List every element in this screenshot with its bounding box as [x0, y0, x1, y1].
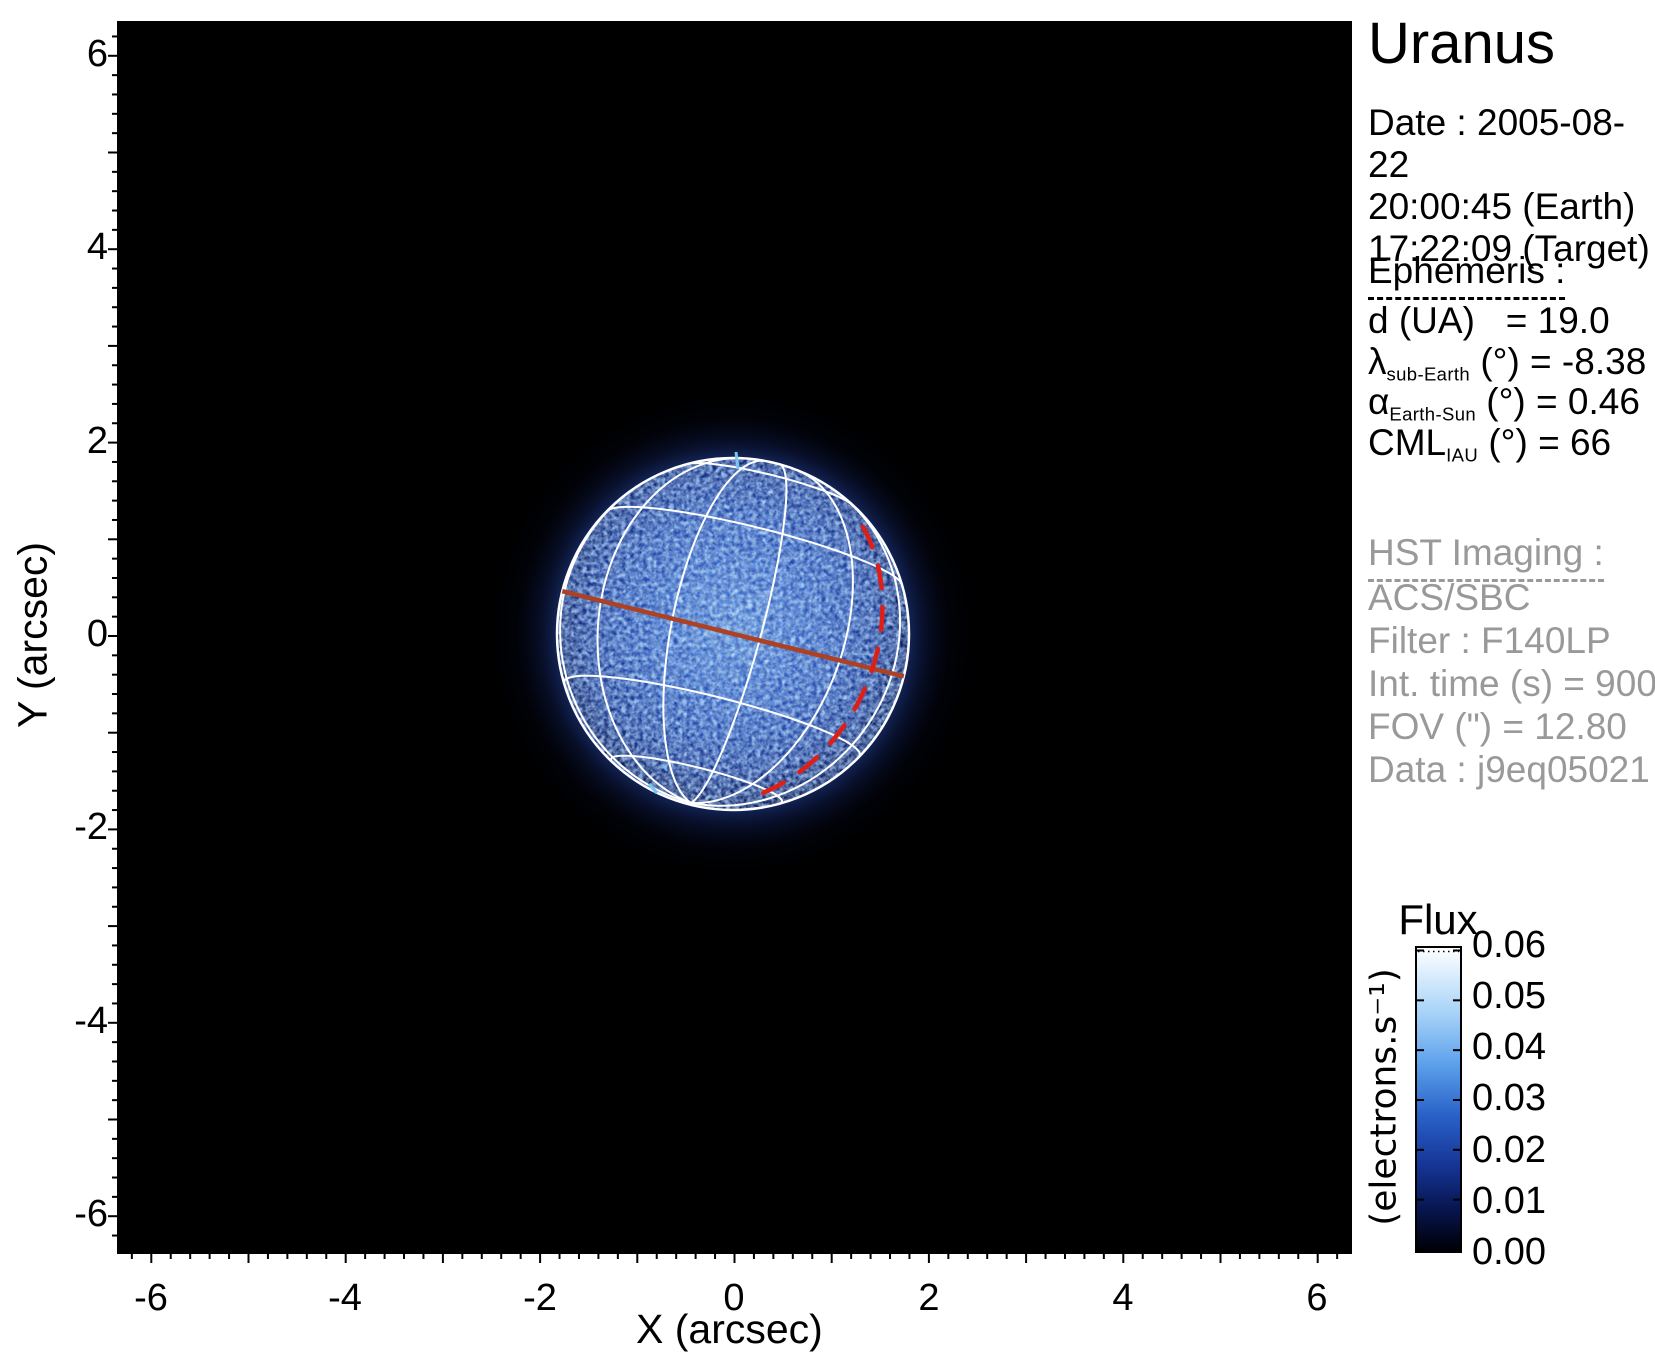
x-tick-label: 0: [723, 1277, 745, 1319]
hst-imaging-heading: HST Imaging :: [1368, 532, 1604, 582]
hst-filter: Filter : F140LP: [1368, 620, 1611, 661]
y-tick-label: 2: [86, 420, 108, 462]
date-target-time: 17:22:09 (Target): [1368, 228, 1650, 269]
ephemeris-row-cml: CMLIAU (°) = 66: [1368, 421, 1612, 465]
colorbar-tick-label: 0.02: [1472, 1129, 1546, 1171]
colorbar-tick-label: 0.01: [1472, 1180, 1546, 1222]
y-tick-label: -2: [74, 806, 108, 848]
axis-tick-marks: [108, 35, 1339, 1263]
date-earth-time: 20:00:45 (Earth): [1368, 186, 1636, 227]
hst-int-time: Int. time (s) = 900: [1368, 663, 1655, 704]
hst-imaging-block: ACS/SBC Filter : F140LP Int. time (s) = …: [1368, 576, 1655, 791]
y-tick-label: 4: [86, 226, 108, 268]
hst-data-id: Data : j9eq05021: [1368, 749, 1650, 790]
date-block: Date : 2005-08-22 20:00:45 (Earth) 17:22…: [1368, 102, 1655, 270]
colorbar-tick-label: 0.00: [1472, 1231, 1546, 1273]
x-tick-label: -4: [328, 1277, 362, 1319]
planetographic-grid-overlay: [555, 451, 911, 812]
y-tick-label: -4: [74, 1000, 108, 1042]
y-tick-label: 0: [86, 613, 108, 655]
x-tick-label: 2: [918, 1277, 940, 1319]
colorbar-tick-marks: [1417, 949, 1460, 1251]
ephemeris-row-subearth-lat: λsub-Earth (°) = -8.38: [1368, 340, 1647, 384]
x-tick-label: 6: [1306, 1277, 1328, 1319]
colorbar-tick-label: 0.05: [1472, 975, 1546, 1017]
x-tick-label: 4: [1112, 1277, 1134, 1319]
hst-instrument: ACS/SBC: [1368, 577, 1531, 618]
y-axis-title: Y (arcsec): [9, 541, 56, 729]
x-tick-label: -6: [134, 1277, 168, 1319]
ephemeris-row-phase-angle: αEarth-Sun (°) = 0.46: [1368, 381, 1640, 425]
page-title: Uranus: [1368, 11, 1555, 76]
y-tick-label: -6: [74, 1193, 108, 1235]
colorbar-tick-label: 0.03: [1472, 1077, 1546, 1119]
ephemeris-block: d (UA) = 19.0 λsub-Earth (°) = -8.38 αEa…: [1368, 300, 1647, 465]
colorbar: [1415, 946, 1462, 1253]
x-tick-label: -2: [523, 1277, 557, 1319]
ephemeris-row-distance: d (UA) = 19.0: [1368, 300, 1610, 341]
y-tick-label: 6: [86, 33, 108, 75]
colorbar-unit-label: (electrons.s⁻¹): [1363, 968, 1405, 1226]
x-axis-title: X (arcsec): [636, 1306, 823, 1352]
hst-fov: FOV (") = 12.80: [1368, 706, 1627, 747]
colorbar-tick-label: 0.04: [1472, 1026, 1546, 1068]
colorbar-tick-label: 0.06: [1472, 924, 1546, 966]
date-line: Date : 2005-08-22: [1368, 102, 1626, 185]
ephemeris-heading: Ephemeris :: [1368, 250, 1566, 300]
colorbar-title: Flux: [1398, 896, 1478, 943]
